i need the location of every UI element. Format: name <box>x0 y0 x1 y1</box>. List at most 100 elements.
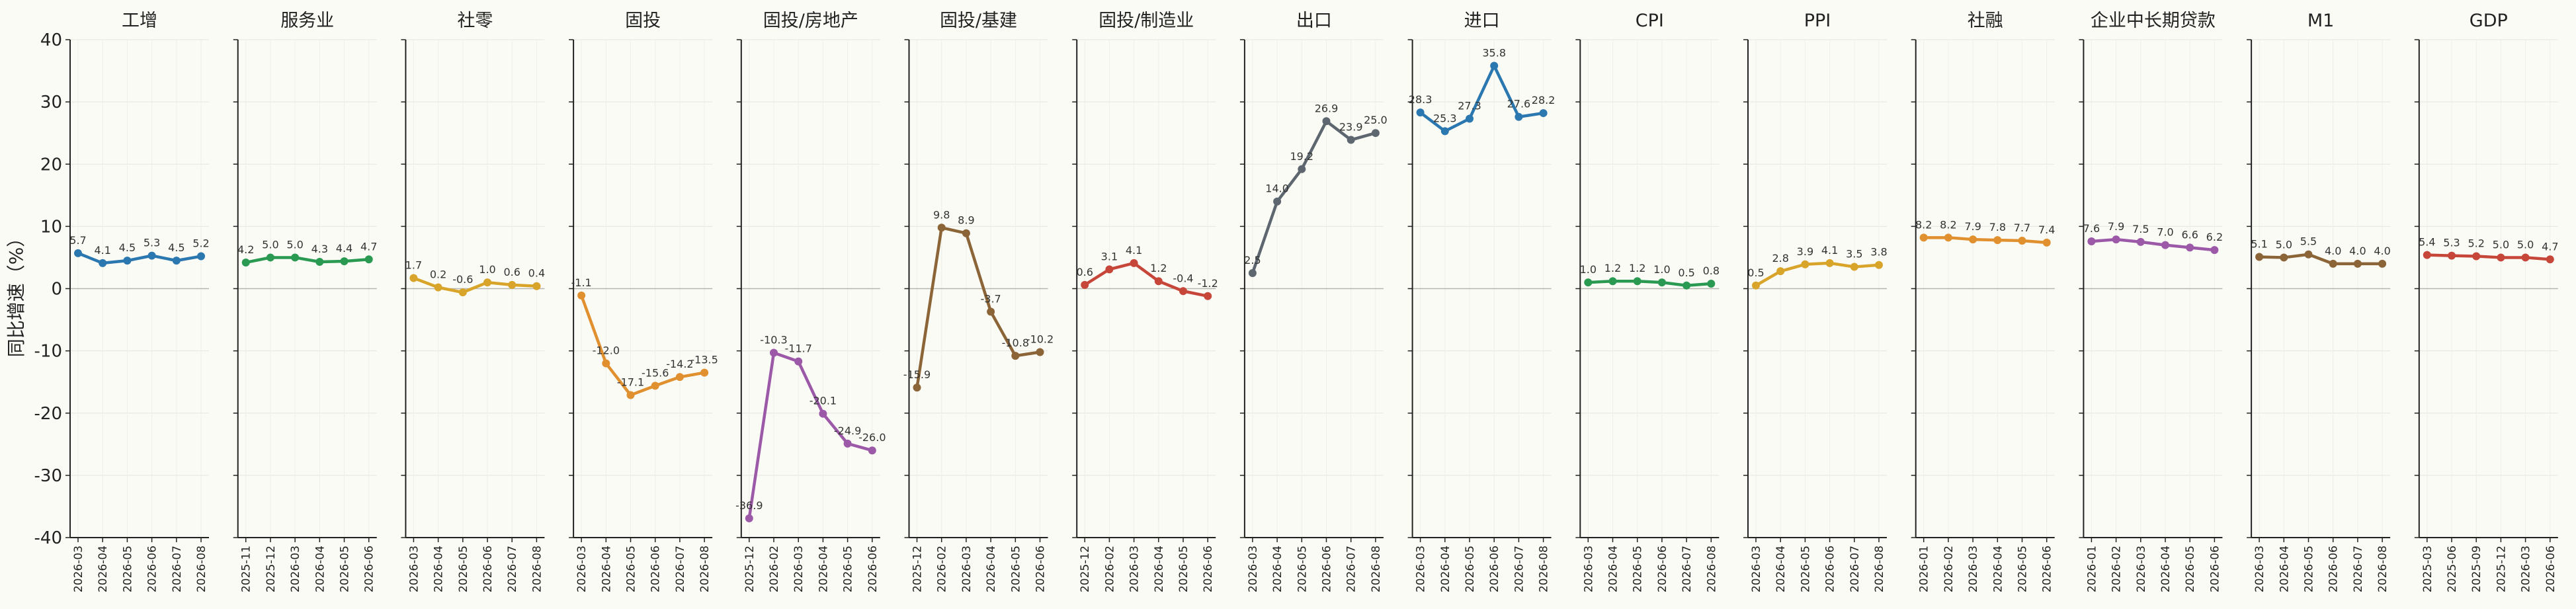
data-point <box>1944 233 1952 242</box>
data-label: 4.3 <box>312 243 328 255</box>
x-tick-label: 2026-05 <box>1799 546 1812 592</box>
data-point <box>508 280 517 289</box>
panel-title: 固投/制造业 <box>1099 11 1194 31</box>
x-tick-label: 2026-06 <box>1034 546 1048 592</box>
series-line <box>2425 253 2552 261</box>
x-tick-label: 2026-06 <box>2544 546 2557 592</box>
data-point <box>315 258 324 266</box>
data-label: 2.5 <box>1244 254 1261 266</box>
panel-title: 工增 <box>122 11 157 31</box>
panel-14: M1 5.1 2026-03 5.0 2026-04 5.5 2026-05 4.0 2026-… <box>2247 11 2391 592</box>
data-label: 0.8 <box>1703 264 1720 277</box>
data-point <box>434 283 442 292</box>
data-label: 1.2 <box>1150 262 1167 274</box>
x-tick-label: 2026-07 <box>674 546 687 592</box>
y-tick-label: -40 <box>34 528 62 548</box>
data-label: 0.5 <box>1678 266 1694 279</box>
data-label: 7.5 <box>2132 223 2149 235</box>
panel-title: 企业中长期贷款 <box>2091 11 2216 31</box>
x-tick-label: 2026-05 <box>2303 546 2316 592</box>
data-label: 7.8 <box>1989 221 2006 233</box>
data-point <box>602 359 610 368</box>
y-tick-label: 30 <box>40 93 62 112</box>
data-point <box>1273 197 1282 206</box>
series-line <box>1587 279 1713 288</box>
series-line <box>1083 261 1210 298</box>
x-tick-label: 2026-05 <box>2184 546 2197 592</box>
data-label: 7.0 <box>2157 226 2173 239</box>
x-tick-label: 2026-04 <box>1153 546 1166 592</box>
data-point <box>2423 251 2431 259</box>
data-point <box>1105 265 1114 274</box>
data-label: 5.3 <box>144 237 160 249</box>
data-label: 4.7 <box>360 240 377 253</box>
x-tick-label: 2026-07 <box>1513 546 1526 592</box>
data-label: -10.3 <box>760 333 787 346</box>
x-tick-label: 2025-09 <box>2470 546 2483 592</box>
data-label: 1.0 <box>479 263 495 276</box>
data-label: -3.7 <box>980 292 1001 305</box>
data-label: 1.0 <box>1653 263 1670 276</box>
data-point <box>577 291 586 300</box>
x-tick-label: 2026-03 <box>289 546 302 592</box>
data-point <box>532 282 541 290</box>
data-point <box>172 257 181 265</box>
data-point <box>1657 278 1666 287</box>
series-line <box>1251 120 1378 275</box>
data-label: 0.6 <box>1076 266 1093 278</box>
data-point <box>1130 259 1138 267</box>
x-tick-label: 2026-03 <box>1967 546 1980 592</box>
x-tick-label: 2026-05 <box>2016 546 2030 592</box>
data-point <box>1683 281 1691 290</box>
data-label: 5.3 <box>2443 237 2460 249</box>
x-tick-label: 2026-02 <box>1942 546 1956 592</box>
y-tick-label: 40 <box>40 30 62 50</box>
data-point <box>913 384 921 392</box>
data-point <box>770 348 778 357</box>
x-tick-label: 2026-07 <box>1849 546 1862 592</box>
data-point <box>2087 237 2096 245</box>
data-label: 8.2 <box>1940 218 1956 231</box>
x-tick-label: 2026-04 <box>433 546 446 592</box>
data-label: 8.9 <box>958 214 974 227</box>
panel-title: CPI <box>1636 11 1664 31</box>
x-tick-label: 2026-05 <box>1632 546 1645 592</box>
y-tick-label: 0 <box>51 280 62 300</box>
x-tick-label: 2026-03 <box>72 546 85 592</box>
data-point <box>2448 251 2456 260</box>
data-label: 7.9 <box>1964 220 1981 233</box>
x-tick-label: 2026-04 <box>1271 546 1284 592</box>
data-point <box>2304 250 2313 259</box>
x-tick-label: 2026-08 <box>1538 546 1551 592</box>
x-tick-label: 2026-08 <box>195 546 208 592</box>
x-tick-label: 2025-12 <box>911 546 925 592</box>
data-label: -24.9 <box>834 425 861 437</box>
data-point <box>364 255 373 264</box>
data-point <box>266 253 274 262</box>
data-label: -14.2 <box>666 358 693 370</box>
x-tick-label: 2026-04 <box>2159 546 2173 592</box>
panel-title: 出口 <box>1296 11 1332 31</box>
y-tick-label: -20 <box>34 404 62 424</box>
data-label: 1.7 <box>405 259 422 271</box>
data-label: -15.9 <box>903 368 931 381</box>
data-point <box>1969 235 1977 244</box>
data-point <box>1515 112 1523 121</box>
data-label: 0.5 <box>1747 266 1764 279</box>
x-tick-label: 2025-12 <box>265 546 278 592</box>
data-point <box>241 258 250 266</box>
data-label: 28.3 <box>1409 93 1433 106</box>
x-tick-label: 2026-04 <box>1607 546 1620 592</box>
x-tick-label: 2026-03 <box>1750 546 1763 592</box>
data-point <box>2353 259 2362 268</box>
series-line <box>915 226 1042 389</box>
x-tick-label: 2026-05 <box>1296 546 1309 592</box>
data-point <box>458 288 467 297</box>
data-point <box>868 446 876 455</box>
x-tick-label: 2026-01 <box>2085 546 2098 592</box>
data-point <box>2255 253 2264 261</box>
data-label: -0.6 <box>452 273 473 286</box>
data-point <box>197 252 205 261</box>
